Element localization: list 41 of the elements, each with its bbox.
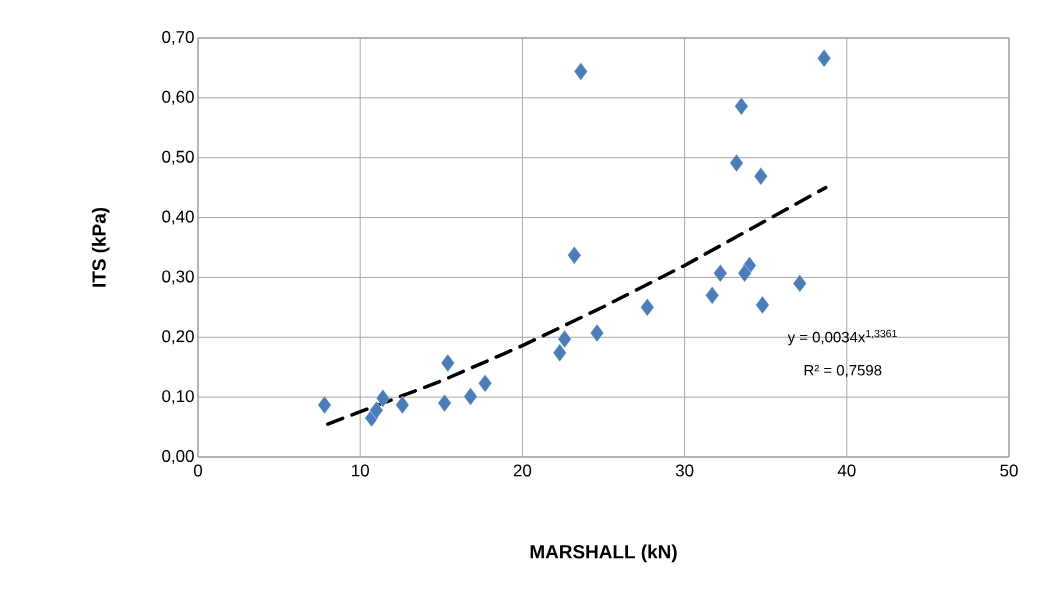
point — [317, 395, 332, 415]
x-axis-title: MARSHALL (kN) — [530, 544, 677, 563]
point — [552, 343, 567, 362]
point — [395, 395, 410, 415]
x-tick-label: 20 — [513, 464, 532, 477]
y-tick-label: 0,70 — [162, 30, 194, 45]
point — [437, 393, 452, 413]
y-tick-label: 0,10 — [162, 390, 194, 405]
point — [734, 97, 749, 116]
x-tick-label: 0 — [193, 464, 203, 477]
point — [557, 329, 572, 349]
annotation: y = 0,0034x$^{1,3361}$ — [787, 329, 897, 346]
y-tick-label: 0,50 — [162, 150, 194, 165]
point — [369, 401, 384, 420]
y-axis-title: ITS (kPa) — [91, 207, 110, 287]
point — [478, 374, 493, 393]
point — [640, 298, 655, 317]
point — [590, 323, 604, 343]
point — [729, 153, 744, 173]
x-tick-label: 30 — [675, 464, 694, 477]
x-tick-label: 40 — [837, 464, 856, 477]
y-tick-label: 0,20 — [162, 330, 194, 345]
point — [705, 286, 720, 305]
point — [817, 49, 832, 68]
point — [755, 295, 770, 315]
point — [753, 167, 768, 186]
point — [737, 264, 752, 283]
y-tick-label: 0,00 — [162, 449, 194, 464]
point — [792, 274, 807, 293]
annotation: R² = 0,7598 — [804, 364, 882, 378]
y-tick-label: 0,30 — [162, 270, 194, 285]
x-tick-label: 50 — [1000, 464, 1018, 477]
x-tick-label: 10 — [352, 464, 369, 477]
y-tick-label: 0,60 — [162, 90, 194, 105]
point — [713, 264, 728, 283]
point — [573, 62, 588, 81]
point — [567, 246, 582, 265]
point — [440, 353, 455, 373]
y-tick-label: 0,40 — [162, 210, 194, 225]
point — [375, 389, 390, 408]
point — [463, 387, 478, 406]
